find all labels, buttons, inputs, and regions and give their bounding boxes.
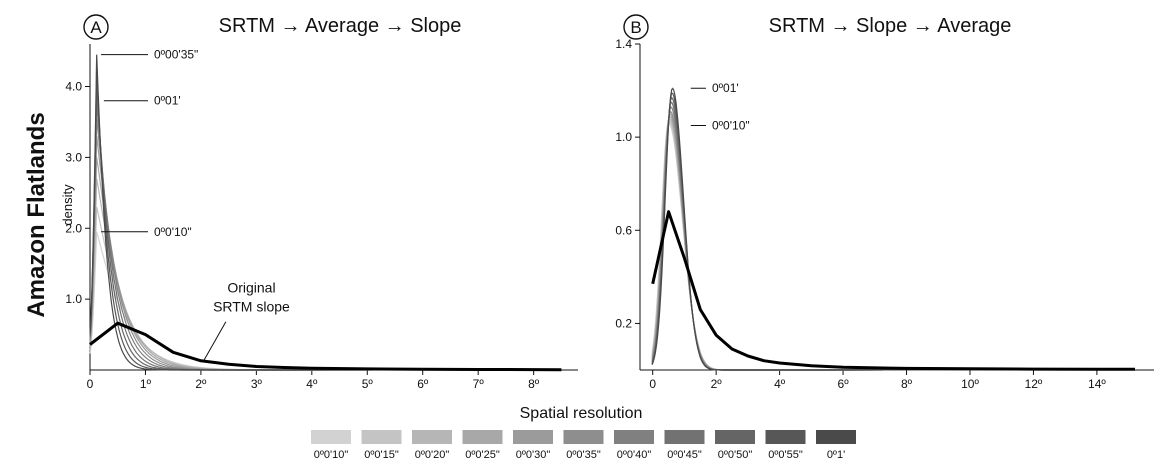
x-tick-label: 2º [711,377,723,391]
resolution-series-line [89,231,562,371]
panel-b-title: SRTM → Slope → Average [769,15,1012,37]
original-series-line [89,321,562,372]
legend-label: 0º0'30" [516,449,551,461]
panel-a-plot: 0 1º 2º 3º 4º 5º 6º 7º 8º 1.0 2.0 3.0 4.0 0º00'35" 0º0… [65,44,578,391]
legend-swatch [816,430,856,444]
legend-swatch [715,430,755,444]
x-tick-label: 7º [473,377,485,391]
resolution-series-line [651,113,1136,371]
y-tick-label: 0.6 [615,223,632,237]
legend-swatch [462,430,503,444]
y-tick-label: 2.0 [65,221,82,235]
legend-swatch [664,430,705,444]
resolution-series-line [89,118,562,371]
legend-swatch [614,430,654,444]
resolution-series-line [89,54,562,371]
legend-label: 0º1' [827,449,845,461]
resolution-series-line [651,106,1136,371]
panel-a-badge-letter: A [90,18,102,37]
resolution-series-line [651,101,1136,371]
x-tick-label: 8º [901,377,913,391]
panel-b-badge-letter: B [630,18,641,37]
annotation-label: 0º0'10" [712,119,750,133]
panel-a: A SRTM → Average → Slope density 0 1º 2º 3º… [60,14,578,391]
x-tick-label: 4º [306,377,318,391]
legend-label: 0º0'35" [566,449,601,461]
x-tick-label: 0 [649,377,656,391]
resolution-series-line [651,96,1136,371]
panel-b-plot: 0 2º 4º 6º 8º 10º 12º 14º 0.2 0.6 1.0 1.4 0º01' 0º0'1… [615,37,1154,391]
x-tick-label: 6º [838,377,850,391]
panel-a-ylabel: density [60,184,75,226]
legend-label: 0º0'15" [364,449,399,461]
annotation-label: Original [227,280,275,296]
panel-b-badge [623,14,649,40]
y-tick-label: 0.2 [615,316,632,330]
legend-label: 0º0'10" [314,449,349,461]
annotation-label: SRTM slope [213,299,290,315]
legend-swatch [563,430,604,444]
x-tick-label: 12º [1025,377,1043,391]
annotation-label: 0º01' [154,94,181,108]
original-series-line [651,210,1135,371]
resolution-series-line [651,92,1136,371]
legend-title: Spatial resolution [520,405,643,422]
y-tick-label: 1.0 [615,130,632,144]
legend-swatch [412,430,452,444]
resolution-series-line [651,117,1136,371]
x-tick-label: 6º [417,377,429,391]
x-tick-label: 10º [961,377,979,391]
x-tick-label: 0 [87,377,94,391]
resolution-series-line [651,115,1136,371]
resolution-series-line [89,178,562,371]
annotation-leader [203,321,227,362]
resolution-series-line [651,110,1136,371]
resolution-series-line [651,87,1136,371]
x-tick-label: 1º [140,377,152,391]
x-tick-label: 4º [774,377,786,391]
y-tick-label: 1.4 [615,37,632,51]
legend-swatch [361,430,402,444]
resolution-series-line [89,157,562,371]
x-tick-label: 8º [528,377,540,391]
legend-label: 0º0'45" [667,449,702,461]
panel-a-title: SRTM → Average → Slope [219,15,462,37]
resolution-series-line [651,122,1136,371]
y-tick-label: 3.0 [65,150,82,164]
legend-label: 0º0'40" [617,449,652,461]
resolution-series-line [89,72,562,371]
x-tick-label: 2º [195,377,207,391]
legend-swatch [765,430,806,444]
annotation-label: 0º0'10" [154,225,192,239]
panel-b: B SRTM → Slope → Average 0 2º 4º 6º 8º 10º 12º… [615,14,1154,391]
legend-label: 0º0'20" [415,449,450,461]
x-tick-label: 3º [251,377,263,391]
legend-label: 0º0'55" [768,449,803,461]
x-tick-label: 14º [1088,377,1106,391]
resolution-series-line [89,136,562,371]
legend-label: 0º0'50" [718,449,753,461]
legend: 0º0'10" 0º0'15" 0º0'20" 0º0'25" 0º0'30" 0º0'3… [311,430,856,461]
y-tick-label: 4.0 [65,80,82,94]
legend-label: 0º0'25" [465,449,500,461]
row-label: Amazon Flatlands [23,112,50,317]
y-tick-label: 1.0 [65,292,82,306]
legend-swatch [311,430,351,444]
annotation-label: 0º00'35" [154,48,198,62]
panel-a-badge [83,14,109,40]
legend-swatch [513,430,553,444]
resolution-series-line [651,120,1136,371]
annotation-label: 0º01' [712,81,739,95]
x-tick-label: 5º [362,377,374,391]
